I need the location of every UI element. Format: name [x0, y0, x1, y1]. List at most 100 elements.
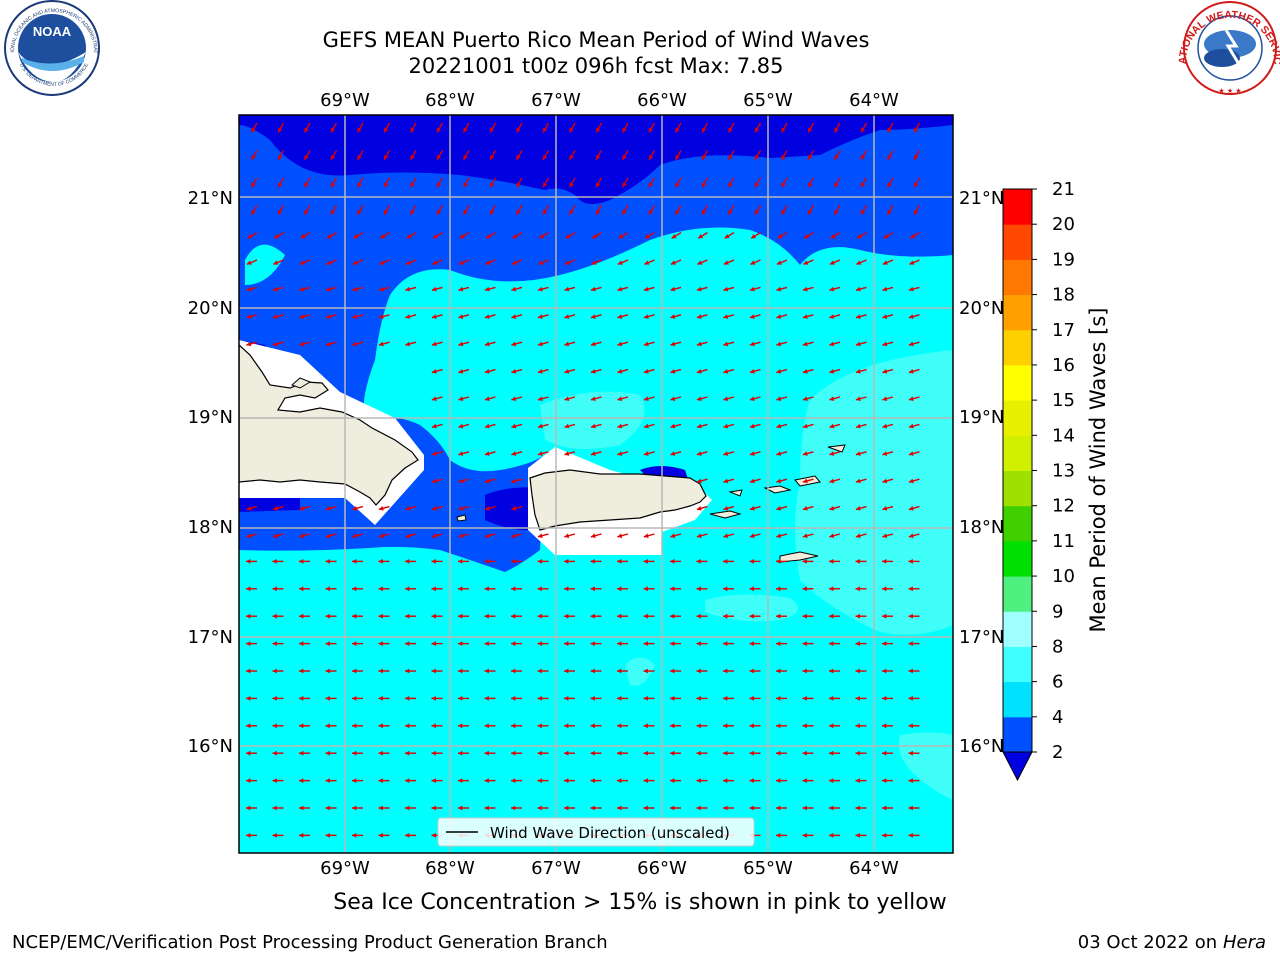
- wind-arrow-head: [723, 286, 729, 292]
- wind-arrow-head: [776, 833, 781, 838]
- wind-arrow-head: [781, 127, 786, 133]
- wind-arrow-head: [643, 423, 649, 429]
- wind-arrow-head: [325, 778, 330, 783]
- colorbar-segment: [1003, 294, 1032, 331]
- wind-arrow-head: [325, 723, 330, 729]
- wind-arrow-head: [352, 641, 357, 646]
- wind-arrow-head: [887, 127, 892, 133]
- wind-arrow-head: [484, 478, 490, 484]
- wind-arrow-head: [431, 805, 436, 811]
- colorbar-segment: [1003, 470, 1032, 507]
- wind-arrow-head: [537, 341, 543, 347]
- lon-label-top: 65°W: [743, 90, 793, 111]
- wind-arrow-head: [617, 750, 622, 756]
- wind-arrow-head: [484, 451, 490, 456]
- colorbar: 2 4 6 8 9 10 11 12 13 14 15 16 17 18 19 20 21: [1002, 179, 1075, 782]
- wind-arrow-head: [670, 423, 676, 429]
- contour-6-8-patch3: [625, 657, 655, 686]
- wind-arrow-head: [463, 127, 468, 133]
- wind-arrow-head: [405, 260, 411, 265]
- wind-arrow-head: [516, 127, 521, 133]
- wind-arrow-head: [644, 260, 650, 265]
- wind-arrow-head: [834, 182, 839, 188]
- wind-arrow-head: [431, 778, 436, 783]
- wind-arrow-head: [484, 668, 489, 674]
- wind-arrow-head: [378, 696, 383, 701]
- wind-arrow-head: [353, 233, 359, 239]
- wind-arrow-head: [643, 778, 648, 783]
- wind-arrow-head: [405, 341, 411, 347]
- wind-arrow-head: [458, 286, 464, 292]
- wind-arrow-head: [755, 182, 760, 188]
- wind-arrow-head: [749, 668, 754, 674]
- colorbar-tick-label: 6: [1052, 672, 1063, 693]
- wind-arrow-head: [882, 341, 888, 347]
- svg-text:NATIONAL WEATHER SERVICE: NATIONAL WEATHER SERVICE: [0, 0, 1280, 65]
- wind-arrow-head: [696, 368, 702, 374]
- wind-arrow-head: [590, 586, 595, 592]
- wind-arrow-head: [776, 668, 781, 674]
- wind-arrow-head: [431, 341, 437, 347]
- lon-label-bottom: 67°W: [531, 858, 581, 879]
- wind-arrow-head: [299, 260, 305, 265]
- wind-arrow-head: [908, 833, 913, 838]
- wind-arrow-head: [723, 314, 729, 319]
- wind-arrow-head: [808, 182, 813, 188]
- wind-arrow-head: [776, 723, 781, 729]
- wind-arrow-head: [325, 341, 331, 347]
- wind-arrow-head: [352, 286, 358, 292]
- wind-arrow-head: [251, 182, 256, 188]
- wind-arrow-head: [645, 233, 651, 239]
- wind-arrow-head: [804, 233, 810, 239]
- wind-arrow-head: [437, 127, 442, 133]
- wind-arrow-head: [861, 154, 866, 160]
- wind-arrow-head: [537, 286, 543, 292]
- wind-arrow-head: [590, 559, 595, 564]
- wind-arrow-head: [431, 613, 436, 619]
- wind-arrow-head: [643, 586, 648, 592]
- wind-arrow-head: [490, 154, 495, 160]
- wind-arrow-head: [511, 286, 517, 292]
- wind-arrow-head: [247, 233, 253, 239]
- wind-arrow-head: [590, 668, 595, 674]
- wind-arrow-head: [304, 127, 309, 133]
- wind-arrow-head: [463, 209, 468, 215]
- wind-arrow-head: [325, 586, 330, 592]
- wind-arrow-head: [908, 559, 913, 564]
- wind-arrow-head: [543, 182, 548, 188]
- wind-arrow-head: [776, 260, 782, 265]
- wind-arrow-head: [670, 533, 676, 539]
- wind-arrow-head: [511, 723, 516, 729]
- wind-arrow-head: [304, 209, 309, 215]
- wind-arrow-head: [325, 505, 331, 511]
- wind-arrow-head: [776, 423, 782, 429]
- wind-arrow-head: [516, 154, 521, 160]
- colorbar-under-triangle: [1002, 751, 1033, 782]
- wind-arrow-head: [246, 533, 252, 539]
- wind-arrow-head: [384, 182, 389, 188]
- wind-arrow-head: [749, 778, 754, 783]
- wind-arrow-head: [855, 341, 861, 347]
- wind-arrow-head: [590, 286, 596, 292]
- wind-arrow-head: [908, 533, 914, 539]
- wind-arrow-head: [484, 423, 490, 429]
- wind-arrow-head: [299, 833, 304, 838]
- wind-arrow-head: [617, 613, 622, 619]
- land-anegada: [827, 444, 846, 453]
- wind-arrow-head: [410, 182, 415, 188]
- colorbar-tick-label: 11: [1052, 531, 1075, 552]
- wind-arrow-head: [511, 423, 517, 429]
- wind-arrow-head: [802, 559, 807, 564]
- wind-arrow-head: [331, 127, 336, 133]
- wind-arrow-head: [776, 505, 782, 511]
- colorbar-segment: [1003, 611, 1032, 647]
- wind-arrow-head: [352, 260, 358, 265]
- wind-arrow-head: [882, 833, 887, 838]
- wind-arrow-head: [357, 127, 362, 133]
- wind-arrow-head: [855, 586, 860, 592]
- wind-arrow-head: [458, 723, 463, 729]
- wind-arrow-head: [352, 505, 358, 511]
- wind-arrow-head: [671, 233, 677, 239]
- wind-arrow-head: [272, 778, 277, 783]
- wind-arrow-head: [437, 154, 442, 160]
